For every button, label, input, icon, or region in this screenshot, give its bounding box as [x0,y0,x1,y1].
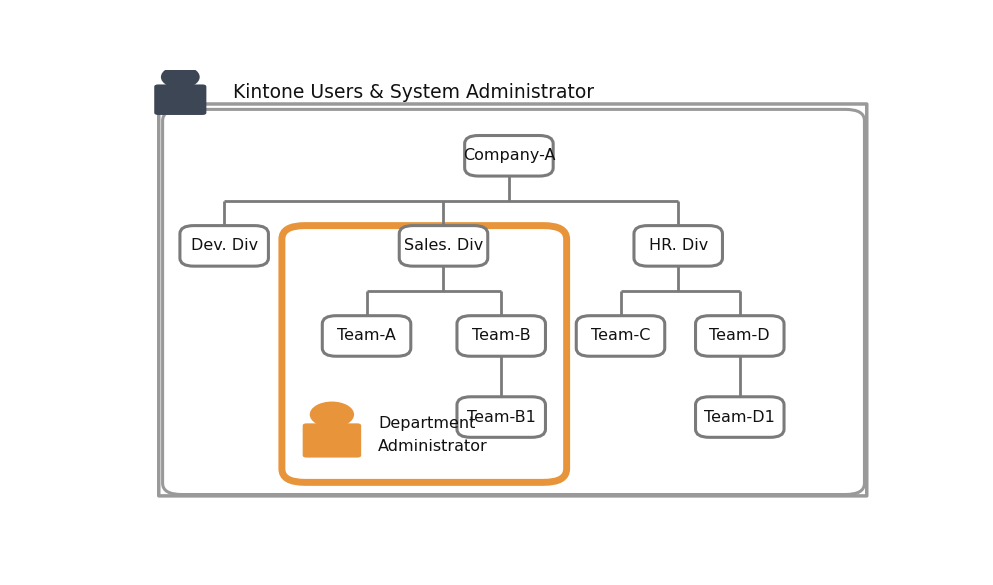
FancyBboxPatch shape [576,316,664,356]
FancyBboxPatch shape [695,397,784,438]
Text: Team-D1: Team-D1 [704,410,776,425]
Text: HR. Div: HR. Div [648,238,708,253]
Circle shape [310,401,355,428]
Text: Department
Administrator: Department Administrator [378,417,488,453]
Text: Dev. Div: Dev. Div [191,238,258,253]
FancyBboxPatch shape [323,316,411,356]
FancyBboxPatch shape [154,84,207,115]
Text: Company-A: Company-A [463,148,555,163]
Text: Team-B: Team-B [472,328,530,343]
Text: Team-B1: Team-B1 [467,410,535,425]
FancyBboxPatch shape [465,136,553,176]
FancyBboxPatch shape [317,415,348,431]
FancyBboxPatch shape [159,104,867,496]
FancyBboxPatch shape [167,78,194,91]
Text: Team-D: Team-D [709,328,771,343]
FancyBboxPatch shape [457,316,545,356]
Text: Team-A: Team-A [337,328,396,343]
FancyBboxPatch shape [457,397,545,438]
FancyBboxPatch shape [163,109,865,494]
Text: Kintone Users & System Administrator: Kintone Users & System Administrator [232,83,594,102]
Text: Sales. Div: Sales. Div [404,238,484,253]
FancyBboxPatch shape [634,226,723,266]
FancyBboxPatch shape [695,316,784,356]
FancyBboxPatch shape [180,226,268,266]
Text: Team-C: Team-C [591,328,650,343]
FancyBboxPatch shape [399,226,488,266]
FancyBboxPatch shape [303,424,361,457]
Circle shape [161,66,200,88]
FancyBboxPatch shape [282,226,567,483]
